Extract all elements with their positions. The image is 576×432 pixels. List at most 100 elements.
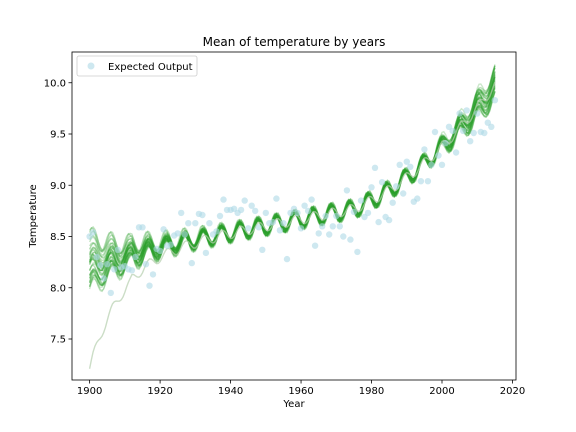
- expected-output-point: [90, 229, 96, 235]
- legend: Expected Output: [77, 56, 197, 76]
- expected-output-point: [256, 224, 262, 230]
- expected-output-point: [111, 266, 117, 272]
- expected-output-point: [178, 210, 184, 216]
- expected-output-point: [421, 146, 427, 152]
- expected-output-point: [474, 110, 480, 116]
- expected-output-point: [316, 230, 322, 236]
- expected-output-point: [425, 178, 431, 184]
- expected-output-point: [439, 162, 445, 168]
- expected-output-point: [301, 203, 307, 209]
- expected-output-point: [407, 164, 413, 170]
- expected-output-point: [150, 271, 156, 277]
- x-tick-label: 2000: [429, 386, 454, 397]
- expected-output-point: [206, 220, 212, 226]
- x-tick-label: 1900: [77, 386, 102, 397]
- expected-output-point: [340, 233, 346, 239]
- expected-output-point: [481, 130, 487, 136]
- expected-output-point: [337, 223, 343, 229]
- expected-output-point: [284, 256, 290, 262]
- expected-output-point: [333, 213, 339, 219]
- expected-output-point: [175, 230, 181, 236]
- expected-output-point: [294, 210, 300, 216]
- y-tick-label: 8.0: [50, 283, 66, 294]
- expected-output-point: [442, 140, 448, 146]
- expected-output-point: [368, 184, 374, 190]
- expected-output-point: [393, 183, 399, 189]
- expected-output-point: [132, 254, 138, 260]
- expected-output-point: [270, 219, 276, 225]
- expected-output-point: [298, 225, 304, 231]
- expected-output-point: [160, 226, 166, 232]
- expected-output-point: [312, 243, 318, 249]
- expected-output-point: [305, 208, 311, 214]
- expected-output-point: [467, 138, 473, 144]
- expected-output-point: [330, 223, 336, 229]
- y-axis: 7.5 8.0 8.5 9.0 9.5 10.0: [44, 78, 72, 345]
- expected-output-point: [351, 209, 357, 215]
- x-axis-label: Year: [282, 399, 305, 410]
- expected-output-point: [354, 249, 360, 255]
- expected-output-point: [464, 107, 470, 113]
- expected-output-point: [277, 227, 283, 233]
- expected-output-point: [358, 197, 364, 203]
- expected-output-point: [319, 223, 325, 229]
- expected-output-point: [143, 261, 149, 267]
- expected-output-point: [259, 247, 265, 253]
- expected-output-point: [347, 236, 353, 242]
- expected-output-point: [101, 275, 107, 281]
- y-axis-label: Temperature: [28, 184, 39, 248]
- expected-output-point: [375, 219, 381, 225]
- y-tick-label: 7.5: [50, 335, 66, 346]
- expected-output-point: [249, 203, 255, 209]
- expected-output-point: [379, 179, 385, 185]
- expected-output-point: [185, 220, 191, 226]
- expected-output-point: [189, 260, 195, 266]
- expected-output-point: [213, 228, 219, 234]
- expected-output-point: [488, 124, 494, 130]
- expected-output-point: [157, 248, 163, 254]
- y-tick-label: 9.5: [50, 130, 66, 141]
- expected-output-point: [199, 212, 205, 218]
- expected-output-point: [104, 261, 110, 267]
- expected-output-point: [108, 290, 114, 296]
- x-tick-label: 1940: [218, 386, 243, 397]
- expected-output-point: [97, 262, 103, 268]
- legend-marker-expected-output: [88, 63, 95, 70]
- x-tick-label: 1960: [288, 386, 313, 397]
- expected-output-point: [449, 128, 455, 134]
- expected-output-point: [217, 213, 223, 219]
- x-tick-label: 1980: [359, 386, 384, 397]
- expected-output-point: [220, 196, 226, 202]
- expected-output-point: [263, 210, 269, 216]
- expected-output-point: [115, 247, 121, 253]
- expected-output-point: [397, 162, 403, 168]
- legend-label-expected-output: Expected Output: [108, 62, 193, 73]
- expected-output-point: [344, 187, 350, 193]
- expected-output-point: [139, 224, 145, 230]
- expected-output-point: [372, 165, 378, 171]
- expected-output-point: [460, 128, 466, 134]
- y-tick-label: 9.0: [50, 181, 66, 192]
- expected-output-point: [129, 267, 135, 273]
- x-tick-label: 2020: [500, 386, 525, 397]
- expected-output-point: [492, 97, 498, 103]
- x-tick-label: 1920: [147, 386, 172, 397]
- expected-output-point: [280, 220, 286, 226]
- expected-output-point: [273, 195, 279, 201]
- expected-output-point: [386, 217, 392, 223]
- expected-output-point: [414, 195, 420, 201]
- expected-output-point: [192, 220, 198, 226]
- chart-title: Mean of temperature by years: [203, 35, 386, 49]
- expected-output-point: [182, 231, 188, 237]
- expected-output-point: [245, 225, 251, 231]
- expected-output-point: [390, 200, 396, 206]
- expected-output-point: [435, 152, 441, 158]
- y-tick-label: 10.0: [44, 78, 66, 89]
- y-tick-label: 8.5: [50, 232, 66, 243]
- expected-output-point: [432, 129, 438, 135]
- expected-output-point: [400, 190, 406, 196]
- expected-output-point: [323, 213, 329, 219]
- expected-output-point: [308, 196, 314, 202]
- expected-output-point: [252, 208, 258, 214]
